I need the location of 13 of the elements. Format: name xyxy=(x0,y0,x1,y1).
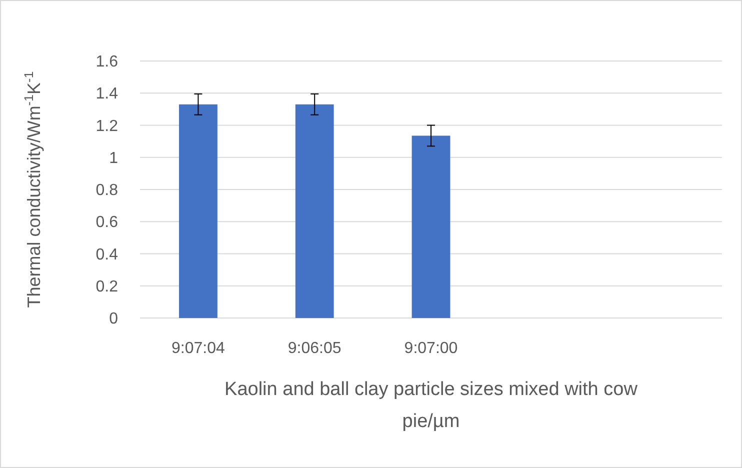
y-tick-label: 1.4 xyxy=(96,86,118,103)
y-tick-label: 0.6 xyxy=(96,214,118,232)
y-tick-label: 1.2 xyxy=(96,118,118,135)
x-tick-label: 9:07:04 xyxy=(172,340,225,357)
y-tick-label: 0.4 xyxy=(96,246,118,264)
x-tick-label: 9:06:05 xyxy=(288,340,342,357)
y-tick-label: 0.8 xyxy=(96,182,118,200)
x-axis-title: Kaolin and ball clay particle sizes mixed with cow pie/µm xyxy=(224,379,638,432)
y-tick-label: 1 xyxy=(109,150,118,167)
x-tick-label: 9:07:00 xyxy=(404,340,458,357)
y-tick-label: 0 xyxy=(109,310,118,328)
y-tick-label: 1.6 xyxy=(96,54,118,71)
y-tick-label: 0.2 xyxy=(96,278,118,296)
